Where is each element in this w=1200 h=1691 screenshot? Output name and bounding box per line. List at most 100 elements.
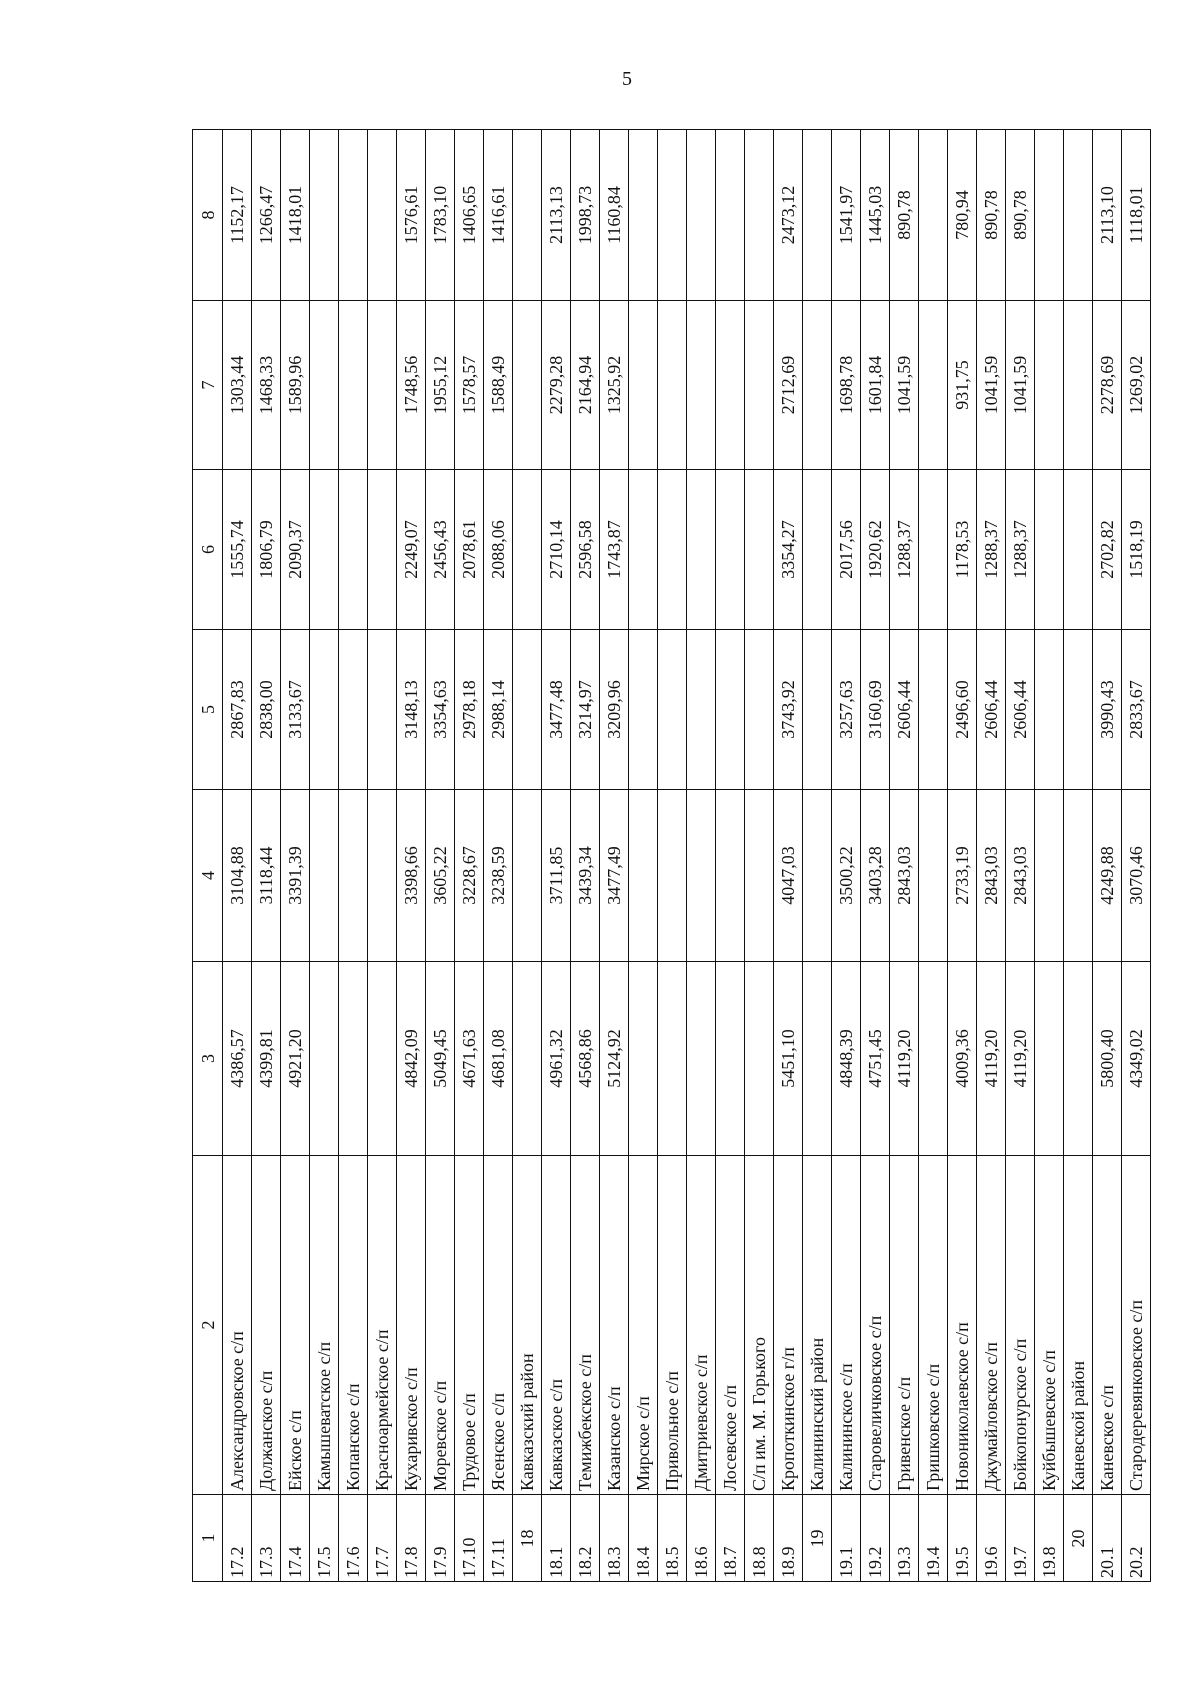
value-cell-col6: 1178,53 <box>947 469 977 630</box>
value-cell-col5 <box>686 629 716 790</box>
value-cell-col5: 2606,44 <box>1005 629 1035 790</box>
value-cell-col6: 3354,27 <box>773 469 803 630</box>
value-cell-col4 <box>802 789 832 962</box>
value-cell-col8: 890,78 <box>1005 129 1035 301</box>
value-cell-col7 <box>309 300 339 470</box>
value-cell-col3: 5124,92 <box>599 961 629 1156</box>
row-code: 19.2 <box>860 1494 890 1582</box>
row-name: Джумайловское с/п <box>976 1155 1006 1495</box>
row-code: 19.7 <box>1005 1494 1035 1582</box>
value-cell-col6: 2017,56 <box>831 469 861 630</box>
value-cell-col8: 890,78 <box>889 129 919 301</box>
row-name: Темижбекское с/п <box>570 1155 600 1495</box>
value-cell-col5: 3214,97 <box>570 629 600 790</box>
value-cell-col4: 3403,28 <box>860 789 890 962</box>
value-cell-col4 <box>1034 789 1064 962</box>
value-cell-col5: 3990,43 <box>1092 629 1122 790</box>
table-row: 17.3 Должанское с/п 4399,81 3118,44 2838,00 1… <box>251 129 281 1582</box>
table-row: 19 Калининский район <box>802 129 832 1582</box>
value-cell-col5: 3160,69 <box>860 629 890 790</box>
value-cell-col8 <box>686 129 716 301</box>
value-cell-col8: 1418,01 <box>280 129 310 301</box>
value-cell-col6 <box>744 469 774 630</box>
row-name: Кухаривское с/п <box>396 1155 426 1495</box>
table-row: 17.11 Ясенское с/п 4681,08 3238,59 2988,14 20… <box>483 129 513 1582</box>
row-name: Куйбышевское с/п <box>1034 1155 1064 1495</box>
value-cell-col3: 4119,20 <box>1005 961 1035 1156</box>
column-header-3: 3 <box>192 961 223 1156</box>
value-cell-col5 <box>338 629 368 790</box>
value-cell-col3 <box>309 961 339 1156</box>
value-cell-col5 <box>1034 629 1064 790</box>
table-row: 17.8 Кухаривское с/п 4842,09 3398,66 3148,13… <box>396 129 426 1582</box>
row-code: 19.8 <box>1034 1494 1064 1582</box>
value-cell-col5 <box>918 629 948 790</box>
table-row: 17.2 Александровское с/п 4386,57 3104,88 286… <box>222 129 252 1582</box>
row-code: 18.5 <box>657 1494 687 1582</box>
value-cell-col6: 1288,37 <box>889 469 919 630</box>
value-cell-col7: 1303,44 <box>222 300 252 470</box>
row-code: 17.6 <box>338 1494 368 1582</box>
value-cell-col6 <box>657 469 687 630</box>
table-row: 18.4 Мирское с/п <box>628 129 658 1582</box>
value-cell-col3: 4961,32 <box>541 961 571 1156</box>
value-cell-col6: 1288,37 <box>1005 469 1035 630</box>
row-name: Моревское с/п <box>425 1155 455 1495</box>
value-cell-col7: 1578,57 <box>454 300 484 470</box>
row-code: 18.2 <box>570 1494 600 1582</box>
value-cell-col8: 1416,61 <box>483 129 513 301</box>
value-cell-col7: 1041,59 <box>1005 300 1035 470</box>
value-cell-col8: 1406,65 <box>454 129 484 301</box>
row-name: Стародеревянковское с/п <box>1121 1155 1151 1495</box>
row-name: Каневской район <box>1063 1155 1093 1495</box>
row-name: Копанское с/п <box>338 1155 368 1495</box>
value-cell-col3: 5800,40 <box>1092 961 1122 1156</box>
value-cell-col8 <box>628 129 658 301</box>
value-cell-col7: 1588,49 <box>483 300 513 470</box>
value-cell-col7: 1325,92 <box>599 300 629 470</box>
value-cell-col5: 3477,48 <box>541 629 571 790</box>
table-row: 20.1 Каневское с/п 5800,40 4249,88 3990,43 27… <box>1092 129 1122 1582</box>
table-row: 17.5 Камышеватское с/п <box>309 129 339 1582</box>
value-cell-col8: 1266,47 <box>251 129 281 301</box>
value-cell-col5 <box>657 629 687 790</box>
value-cell-col6 <box>367 469 397 630</box>
value-cell-col3 <box>715 961 745 1156</box>
value-cell-col4: 3398,66 <box>396 789 426 962</box>
value-cell-col4: 3070,46 <box>1121 789 1151 962</box>
value-cell-col8: 780,94 <box>947 129 977 301</box>
row-code: 18.3 <box>599 1494 629 1582</box>
row-name: Кавказское с/п <box>541 1155 571 1495</box>
value-cell-col6 <box>802 469 832 630</box>
value-cell-col4 <box>512 789 542 962</box>
value-cell-col5: 3209,96 <box>599 629 629 790</box>
value-cell-col6: 2249,07 <box>396 469 426 630</box>
value-cell-col6 <box>1034 469 1064 630</box>
value-cell-col6: 1555,74 <box>222 469 252 630</box>
row-name: Бойкопонурское с/п <box>1005 1155 1035 1495</box>
row-code: 20.2 <box>1121 1494 1151 1582</box>
value-cell-col4: 3238,59 <box>483 789 513 962</box>
value-cell-col8 <box>1034 129 1064 301</box>
table-row: 19.5 Новониколаевское с/п 4009,36 2733,19 24… <box>947 129 977 1582</box>
value-cell-col5: 2838,00 <box>251 629 281 790</box>
row-code: 19.4 <box>918 1494 948 1582</box>
value-cell-col4 <box>744 789 774 962</box>
row-code: 17.10 <box>454 1494 484 1582</box>
row-code: 19 <box>802 1494 832 1582</box>
value-cell-col3: 4349,02 <box>1121 961 1151 1156</box>
table-row: 17.7 Красноармейское с/п <box>367 129 397 1582</box>
row-name: Трудовое с/п <box>454 1155 484 1495</box>
value-cell-col7: 2164,94 <box>570 300 600 470</box>
row-name: Красноармейское с/п <box>367 1155 397 1495</box>
value-cell-col3: 4119,20 <box>889 961 919 1156</box>
value-cell-col4: 2733,19 <box>947 789 977 962</box>
table-row: 19.6 Джумайловское с/п 4119,20 2843,03 2606,… <box>976 129 1006 1582</box>
table-row: 17.6 Копанское с/п <box>338 129 368 1582</box>
value-cell-col3: 4119,20 <box>976 961 1006 1156</box>
value-cell-col3: 5451,10 <box>773 961 803 1156</box>
value-cell-col7: 1589,96 <box>280 300 310 470</box>
table-row: 19.3 Гривенское с/п 4119,20 2843,03 2606,44 1… <box>889 129 919 1582</box>
value-cell-col4: 2843,03 <box>889 789 919 962</box>
